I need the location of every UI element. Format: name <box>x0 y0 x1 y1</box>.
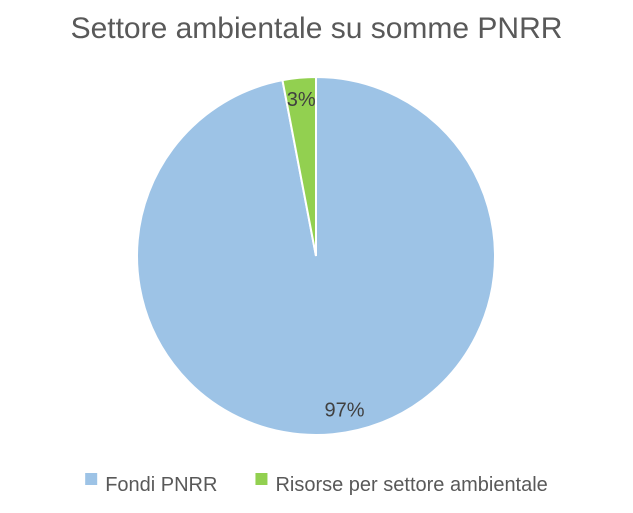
pie-slice-fondi-pnrr[interactable] <box>136 75 496 436</box>
pie-slices <box>136 75 496 436</box>
legend-item-fondi-pnrr[interactable]: Fondi PNRR <box>85 473 217 496</box>
legend-label-risorse-per-settore-ambientale: Risorse per settore ambientale <box>275 474 547 496</box>
legend-label-fondi-pnrr: Fondi PNRR <box>105 474 217 496</box>
pie-slice-risorse-per-settore-ambientale[interactable] <box>281 75 317 257</box>
data-label-fondi-pnrr: 97% <box>324 399 364 421</box>
legend-swatch-fondi-pnrr <box>85 473 98 485</box>
pie-data-labels: 97% 3% <box>287 89 365 421</box>
legend-item-risorse-per-settore-ambientale[interactable]: Risorse per settore ambientale <box>255 473 548 496</box>
chart-title: Settore ambientale su somme PNRR <box>71 12 563 45</box>
legend: Fondi PNRR Risorse per settore ambientale <box>85 473 548 496</box>
data-label-risorse-per-settore-ambientale: 3% <box>287 89 316 111</box>
legend-swatch-risorse-per-settore-ambientale <box>255 473 268 485</box>
